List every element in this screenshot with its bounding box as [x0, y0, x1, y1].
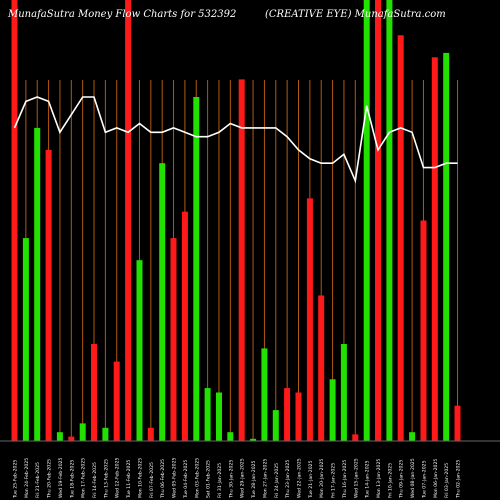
x-tick-label: Wed 19-Feb-2025 — [58, 457, 64, 498]
money-flow-bar — [113, 361, 120, 441]
x-tick-label: Mon 20-Jan-2025 — [319, 459, 325, 498]
x-tick-label: Thu 13-Feb-2025 — [103, 459, 109, 499]
money-flow-bar — [102, 427, 109, 441]
x-tick-label: Mon 03-Feb-2025 — [194, 458, 200, 498]
x-tick-label: Thu 02-Jan-2025 — [456, 460, 462, 499]
x-tick-label: Fri 14-Feb-2025 — [92, 462, 98, 498]
money-flow-bar — [329, 379, 336, 441]
x-tick-label: Thu 23-Jan-2025 — [285, 460, 291, 499]
money-flow-bar — [34, 127, 41, 442]
x-tick-label: Fri 17-Jan-2025 — [331, 463, 337, 498]
x-tick-label: Fri 10-Jan-2025 — [387, 463, 393, 498]
x-tick-label: Wed 15-Jan-2025 — [353, 458, 359, 498]
money-flow-bar — [170, 238, 177, 441]
x-tick-label: Fri 07-Feb-2025 — [149, 462, 155, 498]
money-flow-bar — [295, 392, 302, 441]
x-tick-label: Mon 10-Feb-2025 — [137, 458, 143, 498]
x-tick-label: Wed 08-Jan-2025 — [410, 458, 416, 498]
x-tick-label: Thu 30-Jan-2025 — [228, 460, 234, 499]
x-axis-tick-labels: Tue 25-Feb-2025 Mon 24-Feb-2025 Fri 21-Feb… — [13, 457, 462, 499]
money-flow-bar — [420, 220, 427, 441]
money-flow-bar — [409, 432, 416, 441]
x-tick-label: Tue 18-Feb-2025 — [69, 460, 75, 499]
money-flow-bar — [250, 438, 257, 441]
money-flow-bar — [284, 388, 291, 441]
x-tick-label: Mon 13-Jan-2025 — [376, 459, 382, 498]
x-tick-label: Wed 29-Jan-2025 — [240, 458, 246, 498]
money-flow-bar — [159, 163, 166, 441]
money-flow-bar — [56, 432, 63, 441]
x-tick-label: Tue 25-Feb-2025 — [13, 460, 19, 499]
x-tick-label: Mon 24-Feb-2025 — [24, 458, 30, 498]
money-flow-bar — [45, 149, 52, 441]
x-tick-label: Mon 06-Jan-2025 — [433, 459, 439, 498]
x-tick-label: Wed 22-Jan-2025 — [297, 458, 303, 498]
x-tick-label: Wed 12-Feb-2025 — [115, 457, 121, 498]
x-tick-label: Fri 21-Feb-2025 — [35, 462, 41, 498]
money-flow-bar — [306, 198, 313, 441]
money-flow-line — [13, 96, 458, 184]
x-tick-label: Tue 04-Feb-2025 — [183, 460, 189, 499]
money-flow-bar — [386, 0, 393, 441]
money-flow-bar — [204, 388, 211, 441]
x-tick-label: Fri 31-Jan-2025 — [217, 463, 223, 498]
money-flow-bar — [147, 427, 154, 441]
money-flow-bar — [91, 344, 97, 441]
money-flow-bar — [79, 423, 86, 441]
money-flow-bar — [397, 35, 404, 442]
money-flow-bar — [431, 57, 438, 442]
money-flow-bar — [181, 211, 188, 441]
x-tick-label: Mon 27-Jan-2025 — [262, 459, 268, 498]
x-tick-label: Tue 11-Feb-2025 — [126, 460, 132, 499]
money-flow-bar — [454, 405, 461, 441]
x-tick-label: Mon 17-Feb-2025 — [81, 458, 87, 498]
money-flow-bar — [340, 344, 347, 441]
money-flow-bar — [363, 0, 370, 441]
money-flow-bars — [11, 0, 461, 442]
x-tick-label: Sat 01-Feb-2025 — [206, 460, 212, 498]
x-tick-label: Thu 06-Feb-2025 — [160, 459, 166, 499]
x-tick-label: Thu 09-Jan-2025 — [399, 460, 405, 499]
x-tick-label: Tue 21-Jan-2025 — [308, 460, 314, 499]
money-flow-bar — [136, 260, 143, 441]
x-tick-label: Fri 24-Jan-2025 — [274, 463, 280, 498]
x-tick-label: Wed 05-Feb-2025 — [172, 457, 178, 498]
money-flow-bar — [352, 434, 359, 441]
money-flow-bar — [272, 410, 279, 441]
money-flow-bar — [216, 392, 222, 441]
money-flow-bar — [318, 295, 325, 441]
x-tick-label: Tue 07-Jan-2025 — [421, 460, 427, 499]
money-flow-bar — [375, 0, 381, 441]
money-flow-bar — [261, 348, 268, 441]
money-flow-bar — [11, 0, 18, 441]
money-flow-bar — [238, 79, 245, 442]
money-flow-bar — [68, 436, 75, 441]
x-tick-label: Thu 16-Jan-2025 — [342, 460, 348, 499]
money-flow-bar — [22, 238, 29, 441]
x-tick-label: Tue 14-Jan-2025 — [365, 460, 371, 499]
money-flow-bar — [125, 0, 132, 441]
money-flow-bar — [193, 97, 200, 441]
money-flow-bar — [443, 52, 450, 442]
x-tick-label: Fri 03-Jan-2025 — [444, 463, 450, 498]
money-flow-bar — [227, 432, 234, 441]
x-tick-label: Thu 20-Feb-2025 — [47, 459, 53, 499]
x-tick-label: Tue 28-Jan-2025 — [251, 460, 257, 499]
